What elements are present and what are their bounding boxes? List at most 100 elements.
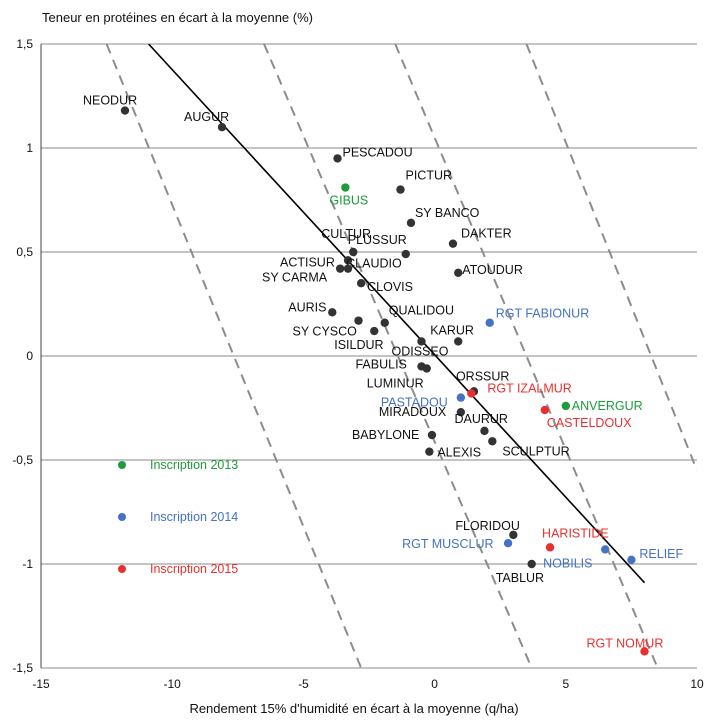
point-tablur [527,559,536,569]
point-label: SCULPTUR [502,444,569,458]
legend-label-2014: Inscription 2014 [150,510,238,524]
point-pastadou [456,393,466,402]
point-label: RGT MUSCLUR [402,537,493,551]
point-pictur [396,185,405,194]
point-label: DAKTER [461,227,512,241]
point-casteldoux [540,405,550,415]
point-actisur [343,256,353,265]
point-auris [328,308,337,317]
point-label: CULTUR [321,227,371,241]
point-label: GIBUS [329,194,368,208]
point-babylone [427,430,437,440]
point-label: LUMINUR [367,376,424,390]
point-sy-banco [406,218,416,228]
point-luminur [422,364,431,373]
y-tick-label: 1 [26,141,33,155]
envelope-line-1 [263,44,533,668]
point-clovis [356,279,366,288]
y-tick-label: -1 [22,557,33,571]
point-label: ALEXIS [437,446,481,460]
point-label: AURIS [288,300,326,314]
legend-marker-2013 [118,461,126,469]
point-sculptur [488,437,497,446]
point-atoudur [454,268,463,277]
point-label: KARUR [430,323,474,337]
point-label: MIRADOUX [379,405,447,419]
x-tick-label: -10 [164,677,182,691]
point-sy-carma [343,264,353,273]
point-label: PICTUR [405,169,452,183]
point-cultur [349,247,358,257]
point-isildur [370,326,379,336]
point-plussur [401,249,410,259]
point-label: AUGUR [184,110,229,124]
point-label: RELIEF [639,547,683,561]
envelope-line-3 [525,44,697,471]
point-label: TABLUR [496,571,544,585]
point-odisseo [417,337,426,346]
x-tick-label: 5 [562,677,569,691]
point-floridou [509,530,518,540]
point-dakter [448,239,458,248]
point-label: RGT IZALMUR [487,381,572,395]
point-label: SY CARMA [262,271,328,285]
x-tick-label: -15 [32,677,50,691]
point-label: PASTADOU [381,396,448,410]
point-label: ODISSEO [391,344,448,358]
point-pescadou [333,154,342,163]
point-claudio [335,264,345,273]
point-rgt-musclur [503,539,513,548]
x-tick-label: 0 [431,677,438,691]
point-qualidou [380,318,389,327]
point-label: FABULIS [355,357,406,371]
point-label: DAURUR [454,412,507,426]
point-label: PLUSSUR [348,233,407,247]
legend-marker-2015 [118,565,126,573]
point-augur [217,123,227,132]
point-rgt-fabionur [485,318,494,327]
envelope-line-2 [394,44,659,668]
point-haristide [545,543,555,552]
point-label: HARISTIDE [542,526,609,540]
point-karur [454,337,463,346]
legend-marker-2014 [118,513,126,521]
y-tick-label: 0,5 [16,245,33,259]
trend-line [147,44,646,584]
point-label: RGT NOMUR [587,636,664,650]
point-rgt-izalmur [467,389,476,398]
point-label: ORSSUR [456,369,509,383]
point-label: ANVERGUR [572,399,643,413]
y-tick-label: -1,5 [12,661,33,675]
x-tick-label: -5 [298,677,309,691]
point-nobilis [600,545,610,554]
point-label: FLORIDOU [455,519,520,533]
point-gibus [341,183,350,192]
point-label: BABYLONE [352,428,419,442]
point-label: NOBILIS [543,556,592,570]
y-axis-title: Teneur en protéines en écart à la moyenn… [42,10,313,25]
point-label: SY BANCO [415,206,480,220]
point-label: ISILDUR [334,338,383,352]
y-tick-label: 0 [26,349,33,363]
point-neodur [120,106,130,115]
point-label: SY CYSCO [293,325,358,339]
point-label: QUALIDOU [389,304,454,318]
point-alexis [425,447,434,456]
point-label: NEODUR [83,94,137,108]
point-label: PESCADOU [343,145,413,159]
point-label: CASTELDOUX [547,416,632,430]
y-tick-label: -0,5 [12,453,33,467]
x-axis-title: Rendement 15% d'humidité en écart à la m… [189,701,519,716]
point-label: ACTISUR [280,255,335,269]
point-daurur [480,426,489,436]
legend-label-2013: Inscription 2013 [150,458,238,472]
point-rgt-nomur [640,647,649,656]
envelope-line-0 [105,44,363,668]
point-miradoux [456,407,466,417]
point-label: CLOVIS [367,280,413,294]
point-sy-cysco [354,316,363,325]
point-label: ATOUDUR [462,263,523,277]
point-relief [627,555,636,565]
y-tick-label: 1,5 [16,37,33,51]
